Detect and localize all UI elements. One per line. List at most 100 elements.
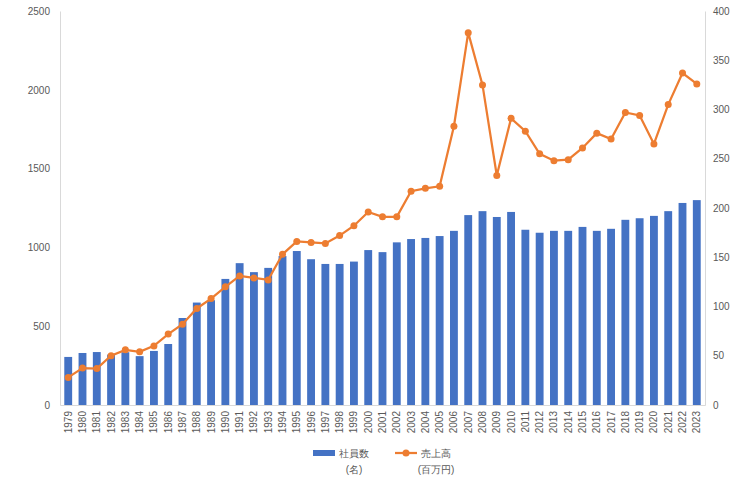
bar — [364, 250, 372, 405]
tick-label: 1997 — [320, 411, 331, 434]
bar — [621, 220, 629, 405]
marker — [593, 130, 600, 137]
marker — [565, 156, 572, 163]
bar — [207, 300, 215, 405]
tick: 1989 — [206, 405, 217, 433]
bar — [250, 272, 258, 405]
tick-label: 2008 — [477, 411, 488, 434]
tick: 1985 — [148, 405, 159, 433]
bar — [221, 279, 229, 405]
tick-label: 500 — [33, 321, 50, 332]
tick: 1980 — [77, 405, 88, 433]
tick-label: 1986 — [163, 411, 174, 434]
bar — [521, 230, 529, 405]
tick: 2016 — [591, 405, 602, 433]
axis-line — [705, 12, 706, 406]
bar — [564, 231, 572, 405]
tick: 2006 — [448, 405, 459, 433]
marker — [436, 183, 443, 190]
marker — [222, 283, 229, 290]
tick: 1987 — [177, 405, 188, 433]
tick-label: 2000 — [28, 85, 51, 96]
marker — [408, 188, 415, 195]
plot: 0500100015002000250005010015020025030035… — [28, 6, 730, 434]
unit-label: (百万円) — [418, 464, 455, 475]
tick-label: 2003 — [406, 411, 417, 434]
bar — [550, 231, 558, 405]
marker — [508, 115, 515, 122]
bar — [579, 227, 587, 405]
line-series — [65, 29, 701, 381]
tick-label: 1500 — [28, 163, 51, 174]
tick: 2013 — [548, 405, 559, 433]
tick-label: 1983 — [120, 411, 131, 434]
tick-label: 1981 — [91, 411, 102, 434]
legend-label: 売上高 — [421, 448, 451, 459]
tick-label: 0 — [44, 400, 50, 411]
marker — [208, 295, 215, 302]
y-axis: 05001000150020002500 — [28, 6, 61, 411]
marker — [322, 240, 329, 247]
marker — [465, 29, 472, 36]
tick: 0 — [44, 400, 60, 411]
bar — [693, 200, 701, 405]
marker — [108, 352, 115, 359]
tick-label: 1987 — [177, 411, 188, 434]
tick-label: 2022 — [677, 411, 688, 434]
marker — [393, 213, 400, 220]
legend-swatch — [313, 450, 335, 456]
tick: 1000 — [28, 242, 60, 253]
marker — [165, 331, 172, 338]
tick-label: 1990 — [220, 411, 231, 434]
marker — [250, 274, 257, 281]
tick: 1982 — [106, 405, 117, 433]
tick: 500 — [33, 321, 60, 332]
tick-label: 1000 — [28, 242, 51, 253]
marker — [650, 140, 657, 147]
tick: 1998 — [334, 405, 345, 433]
tick: 1500 — [28, 163, 60, 174]
bar — [507, 212, 515, 405]
tick-label: 1988 — [191, 411, 202, 434]
legend-marker — [403, 450, 410, 457]
marker — [679, 70, 686, 77]
tick-label: 2007 — [463, 411, 474, 434]
tick: 1983 — [120, 405, 131, 433]
marker — [422, 185, 429, 192]
tick-label: 400 — [713, 6, 730, 17]
tick-label: 2001 — [377, 411, 388, 434]
tick-label: 200 — [713, 203, 730, 214]
bar — [307, 259, 315, 405]
tick: 1992 — [248, 405, 259, 433]
bar — [264, 268, 272, 405]
tick: 1986 — [163, 405, 174, 433]
legend-item: 社員数 — [313, 448, 369, 459]
tick: 2004 — [420, 405, 431, 433]
tick: 2010 — [506, 405, 517, 433]
bar — [236, 263, 244, 405]
tick-label: 2017 — [606, 411, 617, 434]
bar — [336, 264, 344, 405]
tick-label: 1991 — [234, 411, 245, 434]
tick-label: 250 — [713, 153, 730, 164]
marker — [122, 346, 129, 353]
tick-label: 1989 — [206, 411, 217, 434]
tick: 1988 — [191, 405, 202, 433]
line — [68, 33, 697, 378]
y2-axis: 050100150200250300350400 — [705, 6, 730, 411]
bar — [636, 218, 644, 405]
marker — [693, 80, 700, 87]
legend: 社員数 売上高 — [313, 448, 451, 459]
axis-line — [60, 12, 61, 406]
marker — [665, 101, 672, 108]
bar — [350, 262, 358, 405]
tick-label: 1992 — [248, 411, 259, 434]
tick-label: 2010 — [506, 411, 517, 434]
bar — [79, 353, 87, 405]
tick-label: 2018 — [620, 411, 631, 434]
marker — [479, 81, 486, 88]
tick-label: 2009 — [491, 411, 502, 434]
marker — [93, 365, 100, 372]
tick-label: 2011 — [520, 411, 531, 433]
tick: 1984 — [134, 405, 145, 433]
